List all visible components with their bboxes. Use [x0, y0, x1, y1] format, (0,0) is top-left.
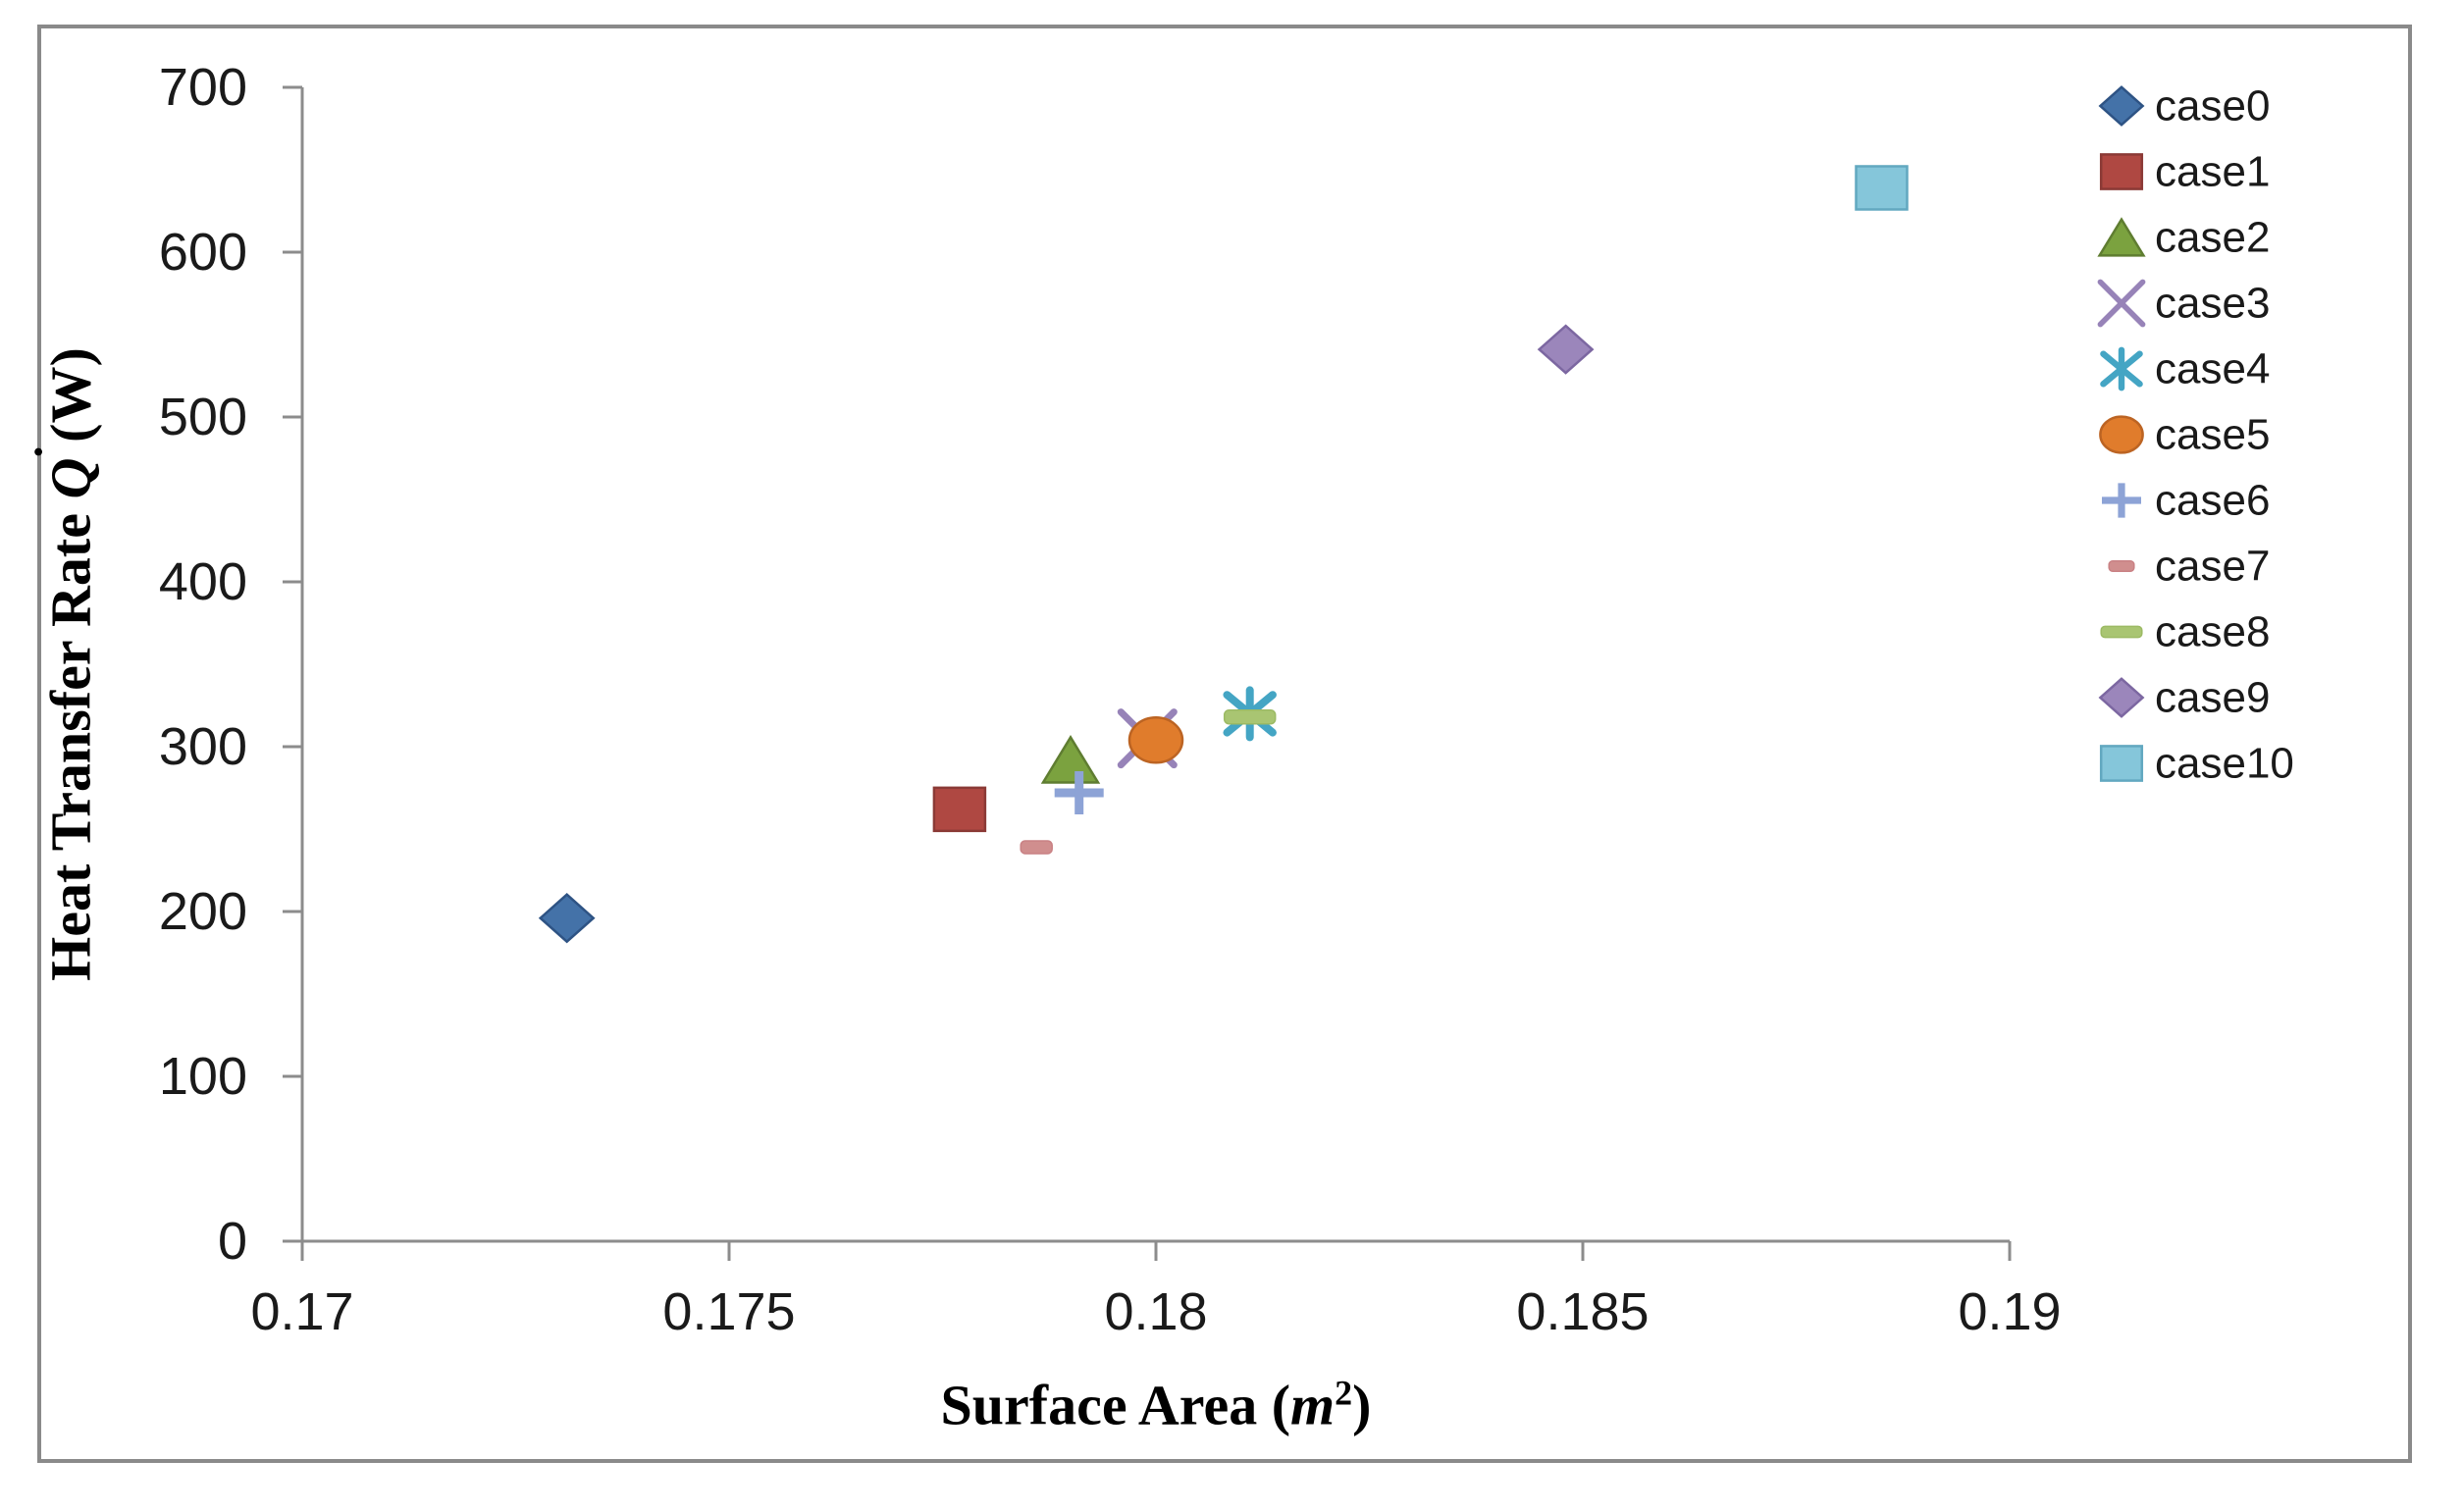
- legend-label-case2: case2: [2155, 214, 2270, 262]
- marker-asterisk: [2100, 346, 2143, 391]
- marker-square: [932, 786, 987, 833]
- legend-label-case7: case7: [2155, 543, 2270, 591]
- marker-dash: [1020, 840, 1053, 855]
- x-tick-label: 0.17: [250, 1282, 353, 1341]
- x-tick-label: 0.19: [1958, 1282, 2061, 1341]
- y-tick-label: 500: [159, 388, 247, 446]
- x-tick-label: 0.185: [1516, 1282, 1649, 1341]
- legend-label-case9: case9: [2155, 674, 2270, 722]
- legend-item-case7: case7: [2108, 543, 2270, 591]
- marker-triangle: [1040, 735, 1101, 784]
- marker-dash: [2108, 560, 2135, 572]
- marker-circle: [2099, 415, 2144, 454]
- chart-frame: [37, 25, 2412, 1463]
- point-case5: [1127, 716, 1184, 764]
- legend-item-case4: case4: [2100, 345, 2270, 393]
- point-case0: [538, 893, 596, 944]
- tick-marks: 0 100 200 300 400 500 600 700 0.17 0.175 0.18 0.185…: [159, 58, 2062, 1341]
- marker-triangle: [2097, 217, 2146, 257]
- marker-diamond: [1537, 324, 1595, 375]
- point-case9: [1537, 324, 1595, 375]
- y-title-suffix: (W): [38, 347, 103, 443]
- y-tick-label: 100: [159, 1047, 247, 1106]
- y-title-text: Heat Transfer Rate: [38, 498, 103, 981]
- legend-label-case4: case4: [2155, 345, 2270, 393]
- legend-item-case5: case5: [2099, 411, 2270, 459]
- y-tick-label: 200: [159, 882, 247, 941]
- marker-diamond: [2098, 677, 2145, 718]
- legend-label-case0: case0: [2155, 82, 2270, 130]
- legend-item-case0: case0: [2098, 82, 2270, 130]
- legend-item-case2: case2: [2097, 214, 2270, 262]
- x-title-symbol: m: [1290, 1373, 1336, 1437]
- point-case1: [932, 786, 987, 833]
- y-title-symbol: Q: [38, 457, 103, 499]
- y-tick-label: 700: [159, 58, 247, 117]
- marker-plus: [1054, 771, 1104, 815]
- x-title-text: Surface Area (: [940, 1373, 1291, 1437]
- legend-label-case8: case8: [2155, 608, 2270, 656]
- legend-item-case3: case3: [2097, 279, 2270, 328]
- point-case6: [1054, 771, 1104, 815]
- marker-dash: [1223, 709, 1277, 725]
- marker-dash: [2100, 625, 2143, 639]
- data-points: [538, 165, 1909, 944]
- marker-square: [2099, 745, 2144, 782]
- point-case7: [1020, 840, 1053, 855]
- y-axis-title: Heat Transfer Rate Q˙(W): [25, 347, 103, 981]
- point-case10: [1855, 165, 1909, 211]
- point-case2: [1040, 735, 1101, 784]
- marker-square: [2099, 153, 2144, 190]
- legend-item-case10: case10: [2099, 740, 2294, 788]
- marker-diamond: [2098, 85, 2145, 127]
- x-tick-label: 0.175: [662, 1282, 795, 1341]
- legend: case0 case1 case2 case3 case4 case5 case6 case7…: [2097, 82, 2294, 788]
- legend-label-case6: case6: [2155, 477, 2270, 525]
- legend-label-case1: case1: [2155, 148, 2270, 196]
- marker-diamond: [538, 893, 596, 944]
- legend-item-case8: case8: [2100, 608, 2270, 656]
- legend-label-case3: case3: [2155, 280, 2270, 328]
- legend-item-case9: case9: [2098, 674, 2270, 722]
- y-tick-label: 0: [218, 1212, 247, 1271]
- x-title-exponent: 2: [1335, 1373, 1353, 1413]
- axes: [300, 87, 2010, 1243]
- y-tick-label: 400: [159, 552, 247, 611]
- legend-label-case5: case5: [2155, 411, 2270, 459]
- legend-item-case1: case1: [2099, 148, 2270, 196]
- y-tick-label: 600: [159, 223, 247, 282]
- y-tick-label: 300: [159, 717, 247, 776]
- point-case8: [1223, 709, 1277, 725]
- x-title-suffix: ): [1352, 1373, 1372, 1437]
- marker-x: [2097, 279, 2146, 328]
- marker-square: [1855, 165, 1909, 211]
- x-tick-label: 0.18: [1104, 1282, 1207, 1341]
- legend-item-case6: case6: [2102, 477, 2270, 525]
- marker-circle: [1127, 716, 1184, 764]
- marker-plus: [2102, 483, 2141, 518]
- legend-label-case10: case10: [2155, 740, 2294, 788]
- x-axis-title: Surface Area (m2): [941, 1372, 1372, 1437]
